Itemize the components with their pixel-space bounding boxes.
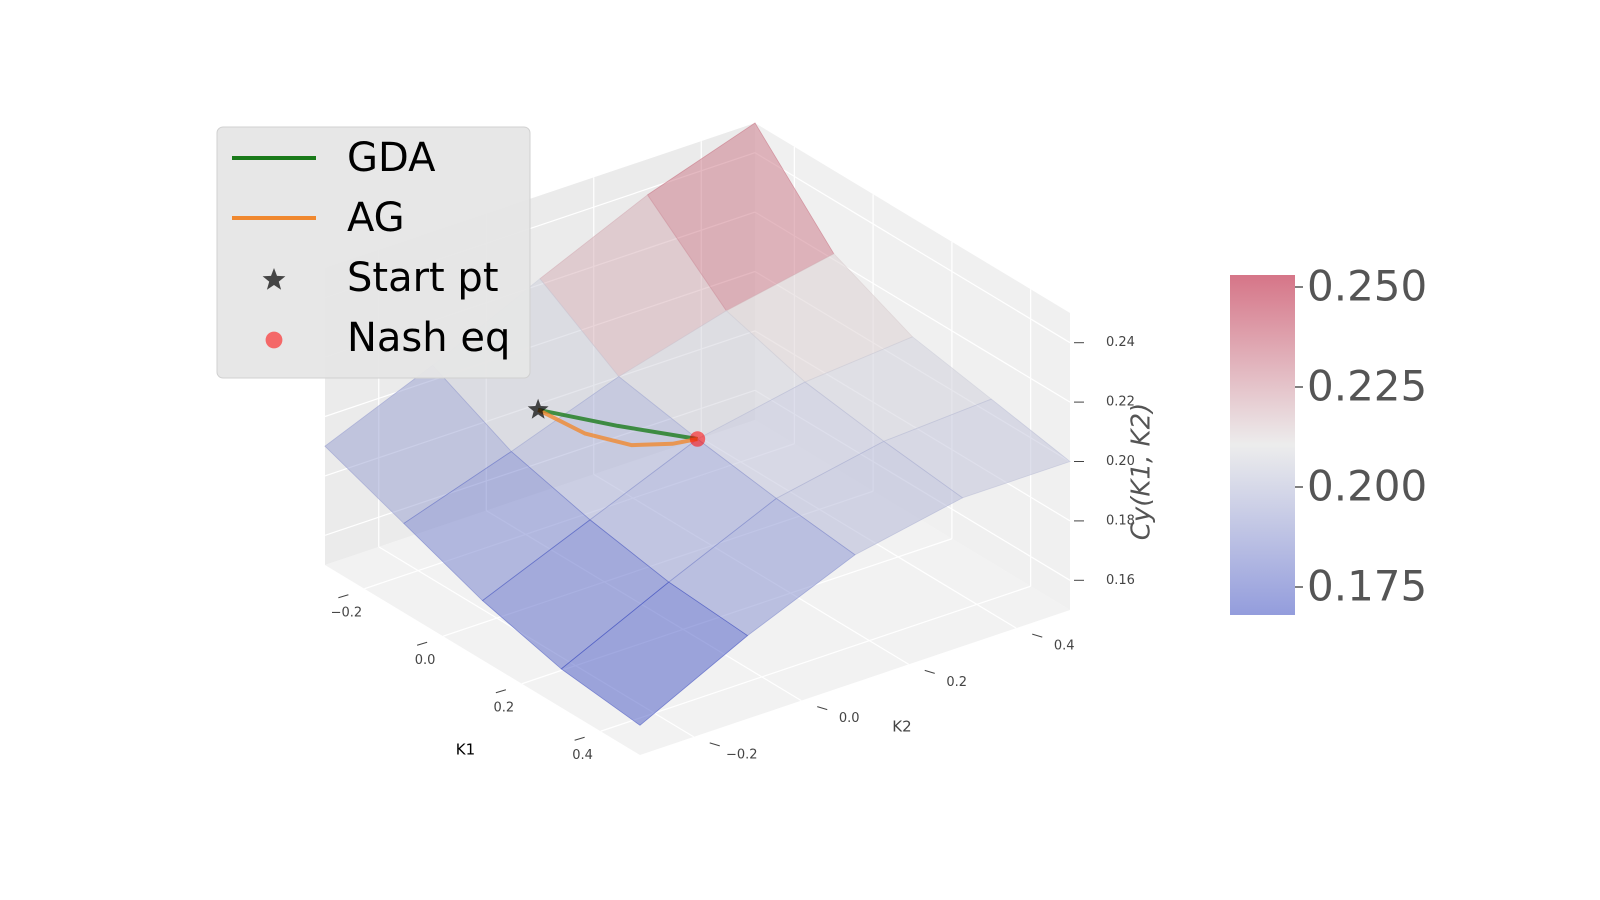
legend-box (216, 126, 531, 379)
legend-label: Start pt (347, 255, 499, 301)
tick-mark (1032, 633, 1043, 638)
tick-mark (924, 669, 935, 674)
colorbar-tick-label: 0.175 (1307, 562, 1427, 611)
z-tick-label: 0.24 (1106, 335, 1135, 350)
x-tick-label: 0.4 (572, 748, 593, 763)
marker-point (689, 431, 706, 447)
x-tick-label: −0.2 (331, 605, 363, 620)
y-tick-label: 0.4 (1054, 639, 1075, 654)
y-axis-label: K2 (892, 718, 911, 736)
y-tick-label: 0.0 (839, 711, 860, 726)
tick-mark (574, 736, 585, 741)
overlay: GDA AG Start pt Nash eq 0.175 0.200 0.225 0.250 (216, 126, 1427, 615)
grid-line (600, 585, 1031, 732)
tick-mark (709, 742, 720, 747)
tick-mark (416, 641, 428, 646)
colorbar-tick-label: 0.250 (1307, 262, 1427, 311)
tick-mark (338, 594, 349, 599)
y-tick-label: 0.2 (946, 675, 967, 690)
x-tick-label: 0.2 (494, 700, 515, 715)
trajectory (537, 407, 698, 441)
legend-marker (262, 268, 286, 290)
y-tick-label: −0.2 (726, 747, 758, 762)
z-axis-label: Cy(K1, K2) (1127, 403, 1157, 541)
legend-marker (265, 331, 283, 349)
legend: GDA AG Start pt Nash eq (216, 126, 531, 379)
legend-label: Nash eq (347, 315, 510, 361)
z-tick-label: 0.18 (1106, 513, 1135, 528)
marker-point (527, 398, 549, 419)
legend-label: GDA (347, 135, 436, 181)
legend-label: AG (347, 195, 405, 241)
x-axis-label: K1 (456, 741, 475, 759)
grid-line (754, 152, 1071, 344)
surface (324, 122, 1071, 726)
z-tick-label: 0.20 (1106, 454, 1135, 469)
colorbar (1230, 275, 1295, 615)
x-tick-label: 0.0 (415, 653, 436, 668)
colorbar-tick-label: 0.200 (1307, 462, 1427, 511)
colorbar-tick-label: 0.225 (1307, 362, 1427, 411)
z-tick-label: 0.22 (1106, 395, 1135, 410)
z-tick-label: 0.16 (1106, 573, 1135, 588)
tick-mark (817, 706, 828, 711)
trajectory (537, 408, 698, 448)
tick-mark (495, 689, 507, 694)
surface-patch (560, 581, 749, 726)
